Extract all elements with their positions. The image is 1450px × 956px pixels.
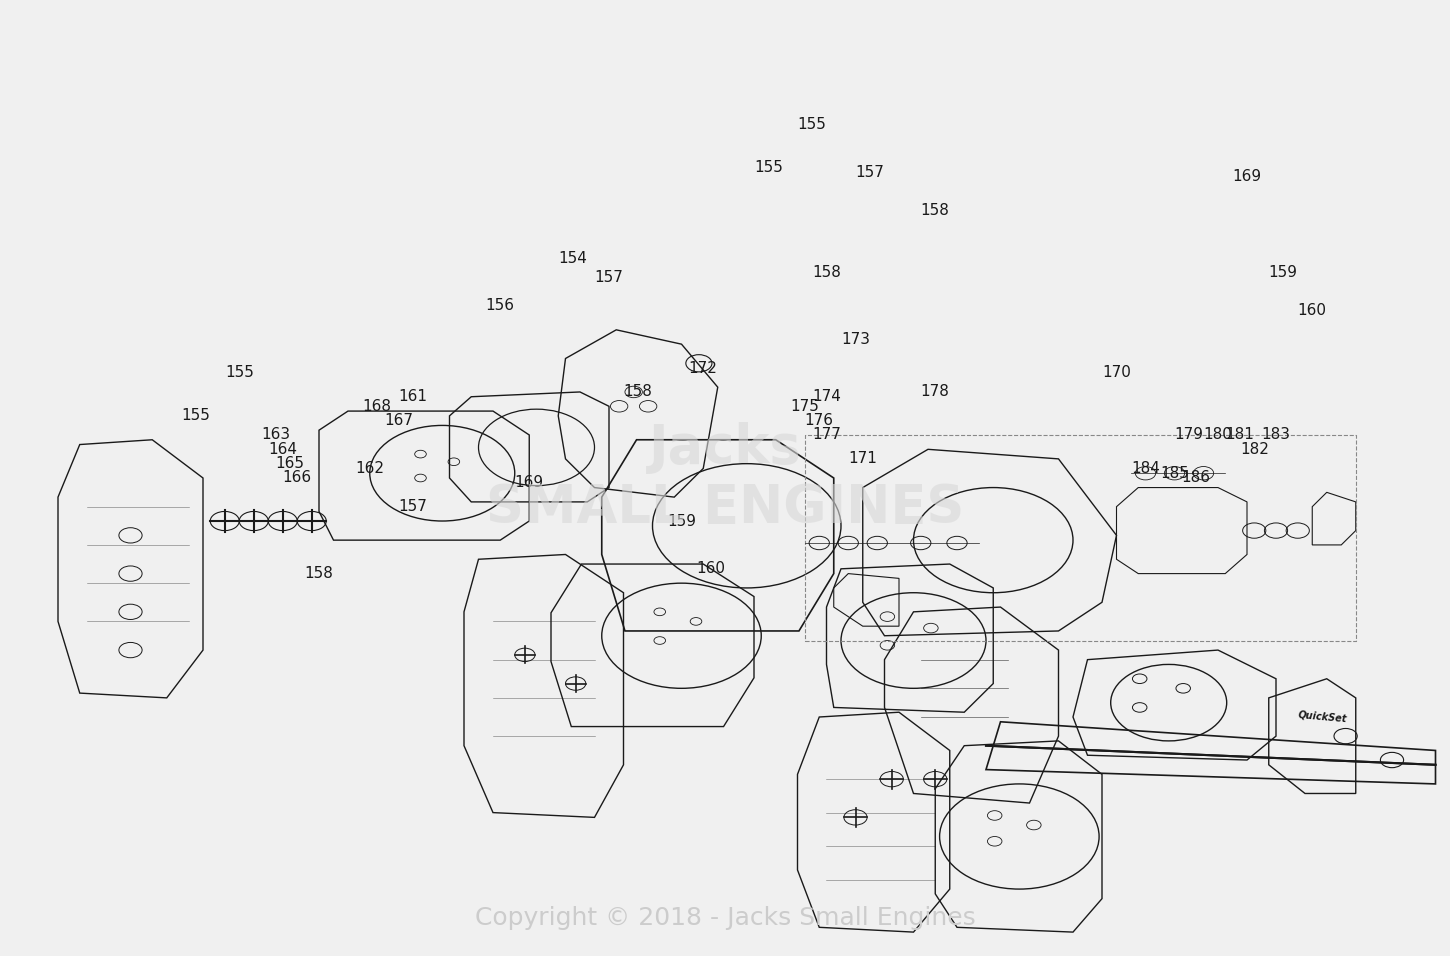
Text: 158: 158 [812, 265, 841, 280]
Text: 180: 180 [1204, 427, 1232, 443]
Text: 155: 155 [754, 160, 783, 175]
Text: 174: 174 [812, 389, 841, 404]
Text: 175: 175 [790, 399, 819, 414]
Text: Jacks
SMALL ENGINES: Jacks SMALL ENGINES [486, 422, 964, 534]
Text: 165: 165 [276, 456, 304, 471]
Text: Copyright © 2018 - Jacks Small Engines: Copyright © 2018 - Jacks Small Engines [474, 905, 976, 930]
Text: 170: 170 [1102, 365, 1131, 380]
Text: 172: 172 [689, 360, 718, 376]
Text: 182: 182 [1240, 442, 1269, 457]
Text: 164: 164 [268, 442, 297, 457]
Text: 159: 159 [1269, 265, 1298, 280]
Text: 155: 155 [225, 365, 254, 380]
Text: 169: 169 [1232, 169, 1262, 185]
Text: 183: 183 [1262, 427, 1290, 443]
Text: 179: 179 [1174, 427, 1203, 443]
Text: 161: 161 [399, 389, 428, 404]
Text: 156: 156 [486, 298, 515, 314]
Text: QuickSet: QuickSet [1298, 709, 1347, 724]
Text: 162: 162 [355, 461, 384, 476]
Text: 176: 176 [805, 413, 834, 428]
Text: 184: 184 [1131, 461, 1160, 476]
Text: 159: 159 [667, 513, 696, 529]
Text: 166: 166 [283, 470, 312, 486]
Text: 186: 186 [1182, 470, 1211, 486]
Text: 181: 181 [1225, 427, 1254, 443]
Text: 185: 185 [1160, 466, 1189, 481]
Text: 178: 178 [921, 384, 950, 400]
Text: 167: 167 [384, 413, 413, 428]
Text: 160: 160 [696, 561, 725, 576]
Text: 168: 168 [362, 399, 392, 414]
Text: 158: 158 [624, 384, 652, 400]
Text: 154: 154 [558, 250, 587, 266]
Text: 155: 155 [798, 117, 826, 132]
Text: 171: 171 [848, 451, 877, 467]
Text: 157: 157 [594, 270, 624, 285]
Text: 155: 155 [181, 408, 210, 424]
Text: 177: 177 [812, 427, 841, 443]
Text: 173: 173 [841, 332, 870, 347]
Text: 158: 158 [304, 566, 334, 581]
Text: 157: 157 [399, 499, 428, 514]
Text: 157: 157 [856, 164, 884, 180]
Text: 169: 169 [515, 475, 544, 490]
Text: 160: 160 [1298, 303, 1327, 318]
Text: 158: 158 [921, 203, 950, 218]
Text: 163: 163 [261, 427, 290, 443]
